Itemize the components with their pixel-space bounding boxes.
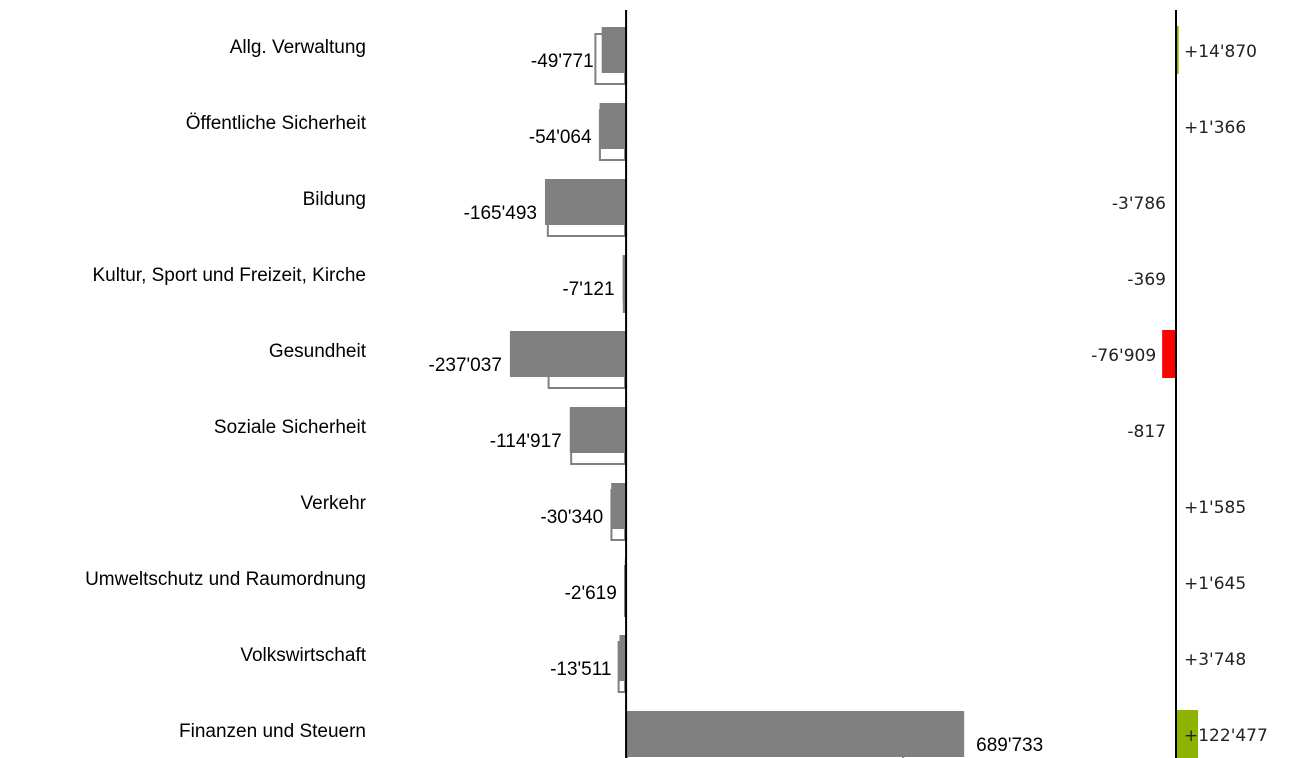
- bar: [619, 635, 627, 681]
- category-label: Allg. Verwaltung: [230, 37, 366, 58]
- category-label: Gesundheit: [269, 341, 367, 362]
- delta-label: +1'366: [1184, 118, 1246, 138]
- bar: [509, 331, 627, 377]
- value-label: -2'619: [565, 583, 617, 604]
- delta-bar: [1176, 710, 1199, 758]
- category-label: Bildung: [303, 189, 366, 210]
- delta-label: -817: [1127, 422, 1166, 442]
- bar: [611, 483, 627, 529]
- value-label: -54'064: [529, 127, 592, 148]
- category-label: Öffentliche Sicherheit: [186, 113, 367, 134]
- delta-bar: [1176, 26, 1179, 74]
- delta-label: -3'786: [1112, 194, 1166, 214]
- category-label: Soziale Sicherheit: [214, 417, 367, 438]
- value-label: -165'493: [464, 203, 537, 224]
- value-label: -49'771: [531, 51, 594, 72]
- delta-label: +1'645: [1184, 574, 1246, 594]
- bar: [622, 255, 627, 301]
- category-label: Verkehr: [301, 493, 367, 514]
- delta-label: -76'909: [1091, 346, 1156, 366]
- bar: [601, 27, 627, 73]
- delta-label: +3'748: [1184, 650, 1246, 670]
- delta-label: +122'477: [1184, 726, 1268, 746]
- category-label: Finanzen und Steuern: [179, 721, 366, 742]
- bar: [599, 103, 627, 149]
- category-label: Volkswirtschaft: [240, 645, 366, 666]
- value-label: -13'511: [550, 659, 611, 680]
- delta-label: -369: [1127, 270, 1166, 290]
- delta-bar: [1162, 330, 1176, 378]
- bar: [544, 179, 627, 225]
- category-label: Umweltschutz und Raumordnung: [85, 569, 366, 590]
- value-label: -114'917: [490, 431, 562, 452]
- delta-label: +1'585: [1184, 498, 1246, 518]
- delta-label: +14'870: [1184, 42, 1257, 62]
- value-label: -7'121: [562, 279, 614, 300]
- value-label: -237'037: [429, 355, 502, 376]
- bar: [626, 711, 965, 757]
- bar: [569, 407, 627, 453]
- value-label: -30'340: [540, 507, 603, 528]
- category-label: Kultur, Sport und Freizeit, Kirche: [92, 265, 366, 286]
- value-label: 689'733: [976, 735, 1043, 756]
